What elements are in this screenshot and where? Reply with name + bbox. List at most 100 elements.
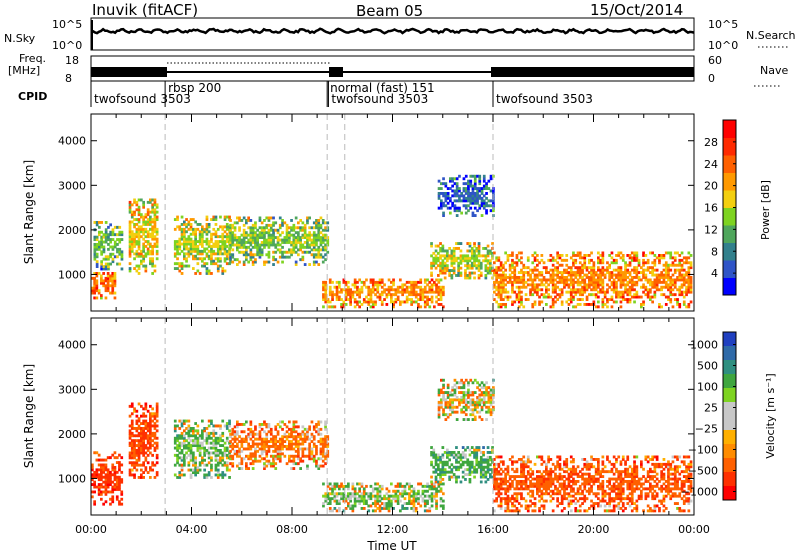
echo-cell (430, 494, 434, 498)
echo-cell (221, 240, 225, 243)
echo-cell (464, 182, 468, 186)
echo-cell (449, 398, 452, 402)
echo-cell (128, 269, 132, 273)
echo-cell (263, 238, 266, 242)
echo-cell (178, 237, 182, 241)
echo-cell (229, 260, 232, 264)
echo-cell (102, 466, 105, 469)
echo-cell (225, 453, 229, 457)
echo-cell (592, 268, 596, 272)
echo-cell (251, 430, 255, 434)
echo-cell (442, 201, 445, 205)
echo-cell (315, 248, 318, 252)
echo-cell (486, 446, 490, 449)
echo-cell (476, 199, 479, 203)
echo-cell (442, 386, 445, 390)
echo-cell (349, 507, 352, 510)
echo-cell (578, 254, 582, 257)
echo-cell (214, 215, 218, 219)
echo-cell (210, 431, 213, 435)
echo-cell (578, 256, 582, 260)
echo-cell (576, 271, 580, 274)
echo-cell (249, 430, 253, 434)
echo-cell (387, 293, 391, 297)
echo-cell (473, 475, 476, 479)
echo-cell (109, 255, 112, 259)
echo-cell (223, 230, 227, 234)
echo-cell (183, 242, 186, 246)
echo-cell (189, 218, 193, 221)
echo-cell (482, 254, 485, 258)
echo-cell (183, 456, 186, 460)
echo-cell (301, 236, 305, 239)
echo-cell (428, 484, 432, 488)
echo-cell (477, 460, 481, 464)
echo-cell (578, 303, 582, 306)
echo-cell (276, 248, 280, 252)
echo-cell (128, 471, 132, 474)
echo-cell (549, 273, 553, 277)
echo-cell (249, 219, 253, 222)
echo-cell (229, 241, 232, 244)
echo-cell (212, 424, 216, 428)
echo-cell (448, 274, 451, 277)
echo-cell (254, 241, 257, 244)
echo-cell (426, 509, 429, 513)
echo-cell (153, 223, 157, 226)
echo-cell (278, 440, 282, 443)
echo-cell (321, 238, 325, 242)
echo-cell (466, 458, 470, 462)
echo-cell (624, 261, 627, 265)
echo-cell (140, 439, 143, 443)
echo-cell (624, 290, 627, 294)
echo-cell (326, 482, 330, 486)
echo-cell (128, 247, 132, 251)
echo-cell (678, 303, 682, 306)
echo-cell (367, 300, 371, 304)
echo-cell (383, 288, 386, 292)
echo-cell (485, 184, 488, 188)
echo-cell (578, 283, 582, 287)
echo-cell (238, 241, 241, 244)
echo-cell (455, 410, 459, 414)
echo-cell (135, 252, 139, 256)
echo-cell (671, 305, 675, 309)
echo-cell (210, 254, 213, 258)
echo-cell (508, 280, 512, 284)
echo-cell (450, 453, 454, 457)
echo-cell (180, 262, 184, 266)
echo-cell (669, 254, 673, 257)
echo-cell (673, 256, 677, 260)
echo-cell (469, 196, 473, 200)
echo-cell (658, 305, 661, 309)
echo-cell (396, 285, 400, 289)
echo-cell (207, 272, 211, 275)
echo-cell (231, 445, 235, 448)
echo-cell (176, 461, 179, 465)
echo-cell (315, 260, 318, 264)
echo-cell (142, 446, 145, 450)
echo-cell (326, 238, 330, 242)
echo-cell (385, 288, 389, 292)
echo-cell (520, 278, 523, 282)
echo-cell (471, 192, 475, 195)
echo-cell (554, 300, 557, 304)
echo-cell (245, 231, 248, 235)
echo-cell (347, 497, 350, 501)
echo-cell (207, 225, 211, 229)
echo-cell (646, 288, 650, 292)
echo-cell (462, 204, 466, 208)
echo-cell (421, 489, 425, 493)
echo-cell (437, 192, 441, 195)
echo-cell (102, 240, 106, 244)
echo-cell (236, 243, 239, 247)
echo-cell (685, 261, 688, 265)
echo-cell (221, 247, 225, 251)
echo-cell (467, 393, 470, 397)
echo-cell (229, 245, 232, 249)
echo-cell (194, 458, 197, 462)
echo-cell (469, 400, 473, 404)
echo-cell (437, 259, 440, 263)
echo-cell (242, 231, 246, 235)
echo-cell (254, 454, 257, 458)
